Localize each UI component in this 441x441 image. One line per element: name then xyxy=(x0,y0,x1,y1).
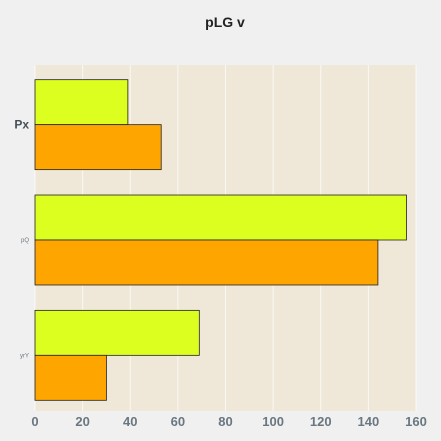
x-tick-label: 0 xyxy=(31,414,38,429)
y-tick-label: yrY xyxy=(20,353,29,359)
x-tick-label: 120 xyxy=(310,414,332,429)
x-tick-label: 60 xyxy=(171,414,185,429)
y-tick-label: Px xyxy=(14,118,29,132)
x-tick-label: 20 xyxy=(75,414,89,429)
x-tick-label: 40 xyxy=(123,414,137,429)
bar-Px-2 xyxy=(34,124,162,171)
x-tick-label: 160 xyxy=(405,414,427,429)
x-tick-label: 80 xyxy=(218,414,232,429)
bar-yrY-1 xyxy=(34,309,200,356)
bar-pQ-1 xyxy=(34,194,407,241)
x-axis-ticks: 0 20 40 60 80 100 120 140 160 xyxy=(31,414,426,429)
bar-yrY-2 xyxy=(34,354,107,401)
bar-pQ-2 xyxy=(34,239,379,286)
bar-Px-1 xyxy=(34,79,129,126)
y-axis-labels: Px pQ yrY xyxy=(14,118,29,360)
y-tick-label: pQ xyxy=(21,238,29,244)
chart-title: pLG v xyxy=(205,14,245,30)
x-tick-label: 140 xyxy=(358,414,380,429)
x-tick-label: 100 xyxy=(262,414,284,429)
bars xyxy=(34,79,407,401)
